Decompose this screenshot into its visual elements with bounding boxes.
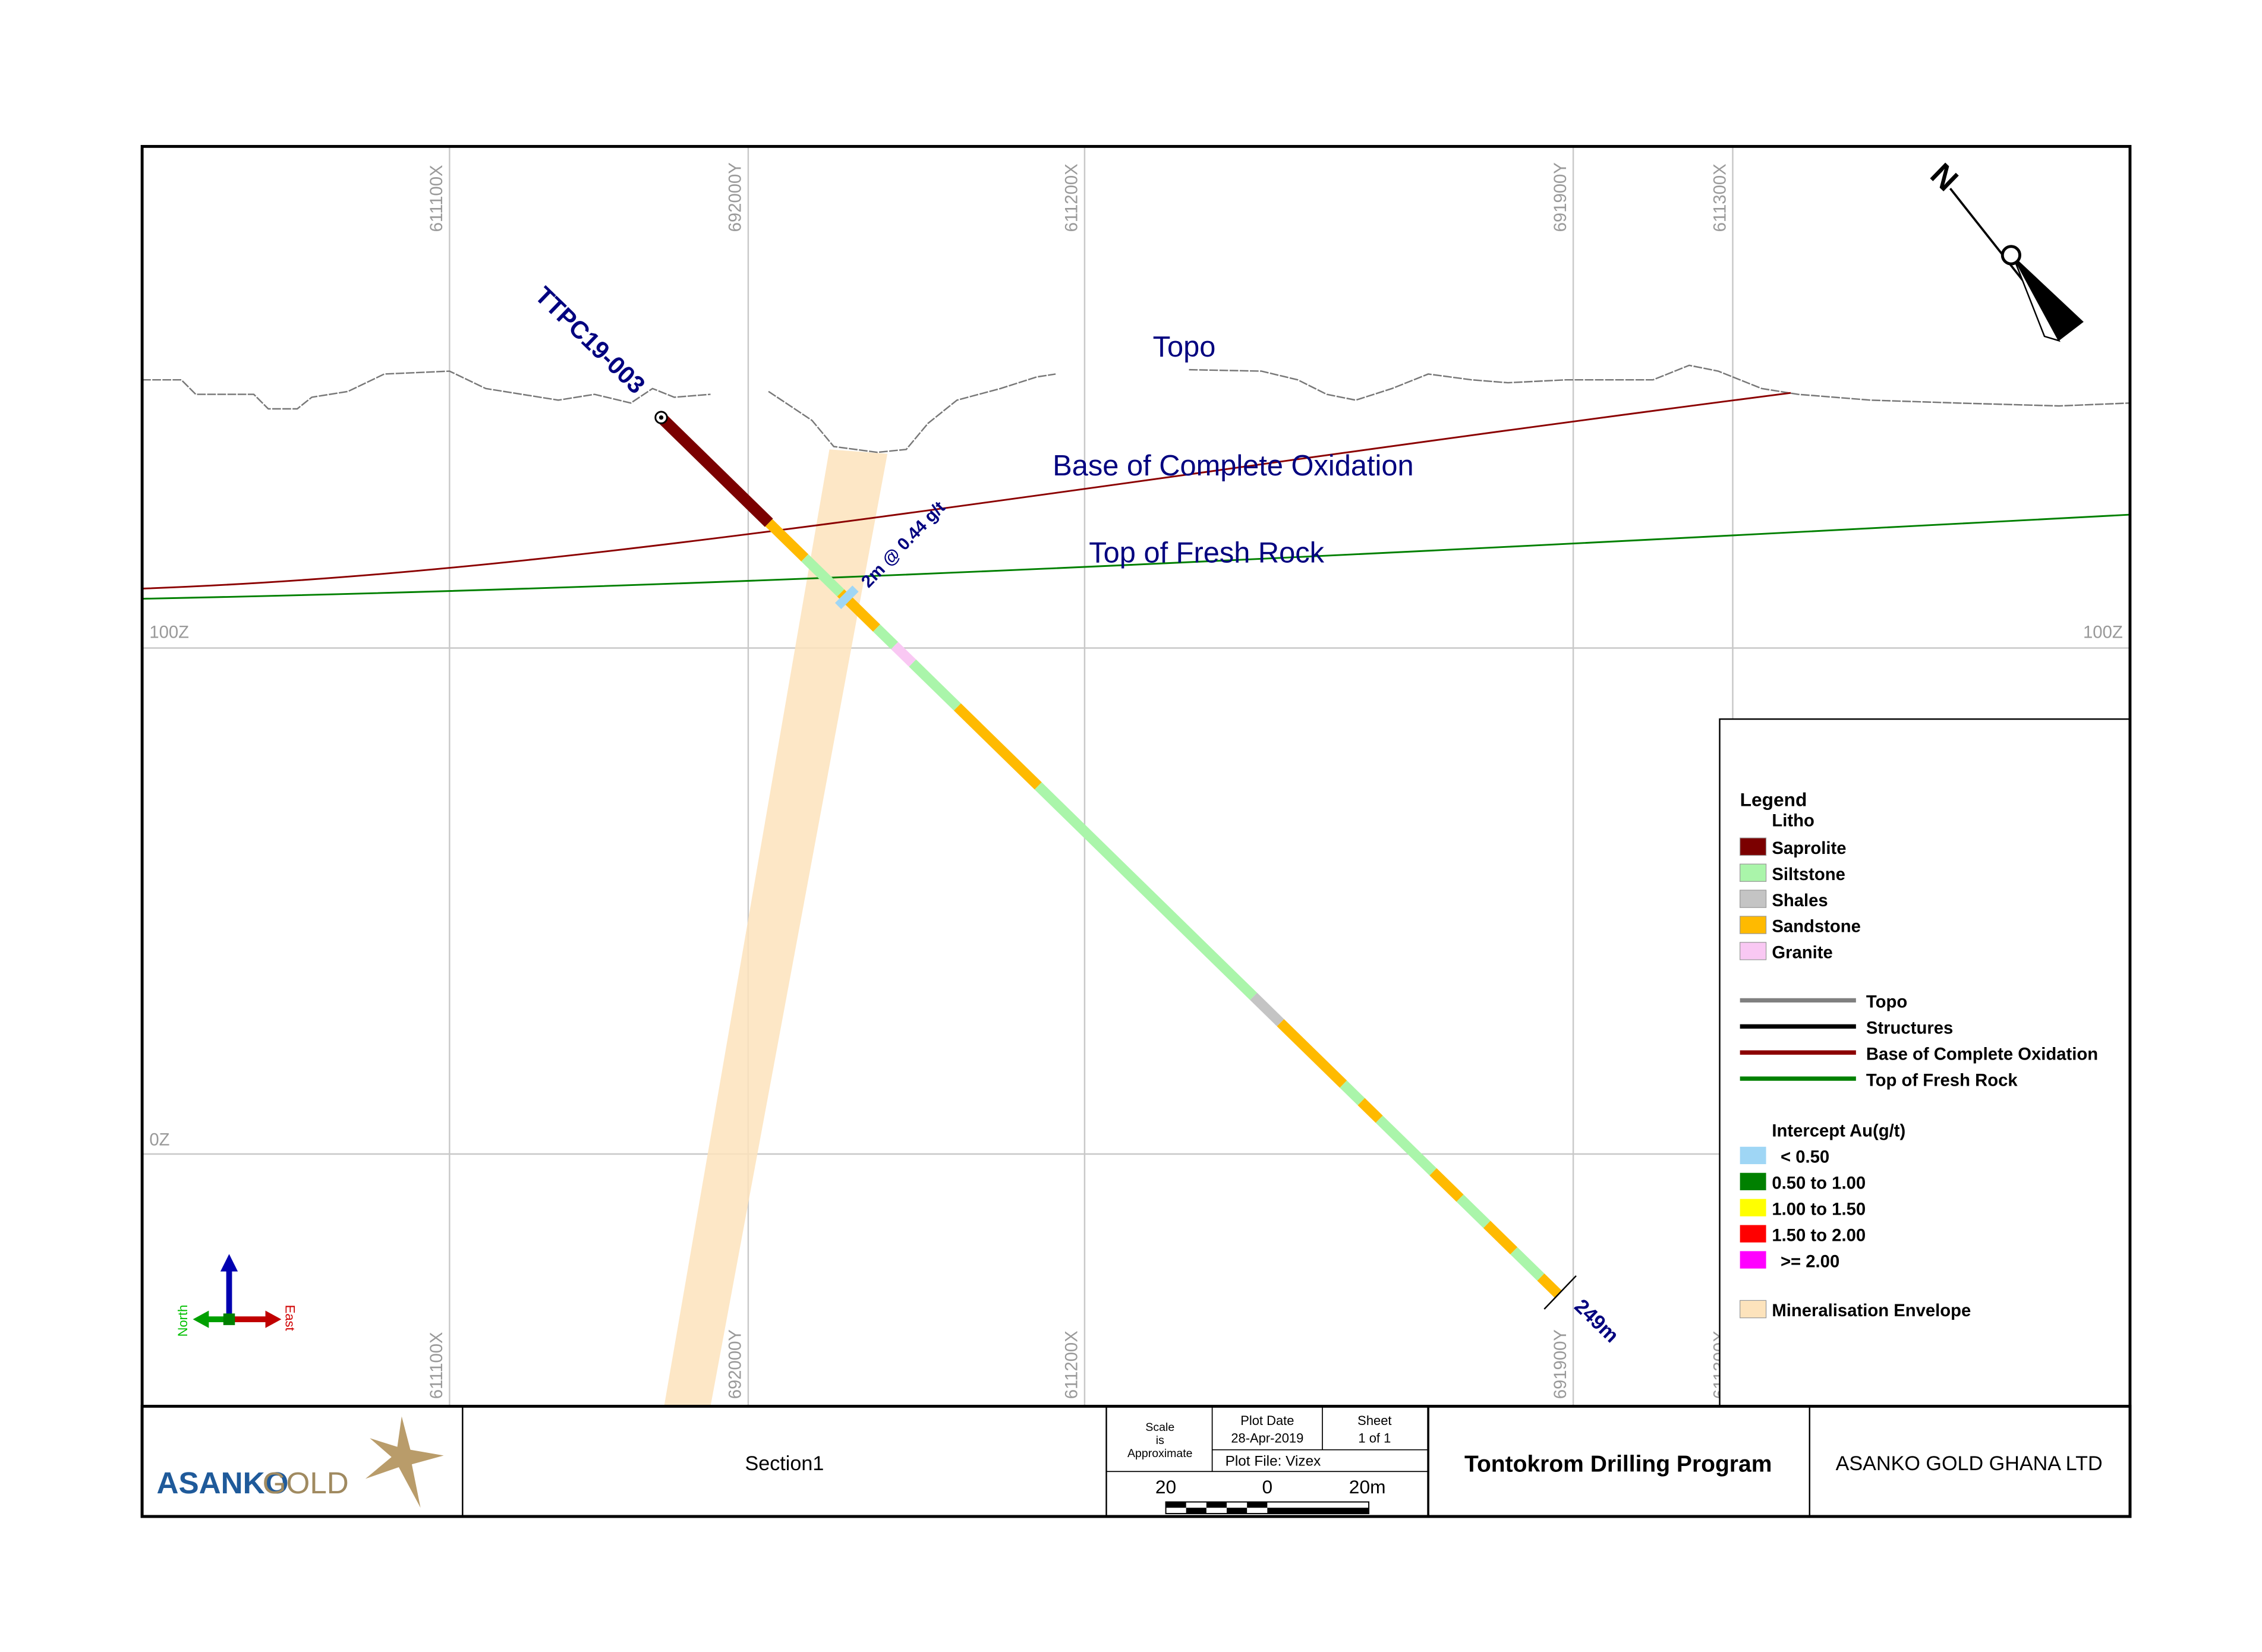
project-title: Tontokrom Drilling Program — [1464, 1451, 1772, 1477]
scale-note: Scale — [1145, 1421, 1174, 1434]
grid-label: 100Z — [149, 623, 189, 642]
legend-label: 0.50 to 1.00 — [1772, 1174, 1866, 1193]
drillhole — [657, 413, 1562, 1298]
legend-swatch — [1740, 837, 1767, 856]
legend-swatch — [1740, 1225, 1766, 1243]
legend-subtitle: Intercept Au(g/t) — [1772, 1122, 1905, 1141]
legend-label: Topo — [1866, 993, 1907, 1012]
grid-label: 611300X — [1710, 163, 1729, 232]
legend-label: Structures — [1866, 1019, 1953, 1038]
bco-label: Base of Complete Oxidation — [1053, 450, 1413, 482]
hole-segment — [1375, 1115, 1437, 1176]
title-block: ASANKO GOLD Section1 Scale is Approximat… — [140, 1405, 2132, 1518]
north-label: North — [175, 1305, 190, 1337]
base-complete-oxidation-line — [142, 392, 1791, 589]
hole-segment — [1277, 1019, 1347, 1088]
hole-segment — [1510, 1247, 1545, 1281]
legend-swatch — [1740, 1172, 1766, 1190]
hole-segment — [657, 413, 773, 527]
legend-label: >= 2.00 — [1781, 1252, 1839, 1271]
legend-label: 1.00 to 1.50 — [1772, 1200, 1866, 1219]
hole-segment — [1456, 1194, 1491, 1228]
logo-text: ASANKO — [157, 1466, 289, 1500]
grid-label: 611100X — [427, 165, 446, 232]
scale-label: 20 — [1155, 1476, 1176, 1497]
grid-label: 100Z — [2083, 623, 2123, 642]
legend: Legend Litho Intercept Au(g/t) Saprolite… — [1740, 789, 2098, 1320]
hole-segment — [891, 642, 916, 667]
hole-segment — [1340, 1080, 1365, 1106]
scale-label: 20m — [1349, 1476, 1386, 1497]
grid-label: 691900Y — [1551, 1329, 1570, 1399]
legend-label: Mineralisation Envelope — [1772, 1301, 1971, 1320]
legend-label: Saprolite — [1772, 839, 1846, 858]
company-name: ASANKO GOLD GHANA LTD — [1836, 1452, 2103, 1475]
legend-swatch — [1740, 863, 1767, 882]
scale-label: 0 — [1262, 1476, 1273, 1497]
topo-line — [142, 370, 711, 410]
legend-swatch — [1740, 942, 1767, 960]
hole-segment — [1034, 782, 1258, 1000]
topo-line — [768, 373, 1056, 453]
hole-segment — [1250, 992, 1284, 1027]
logo-text: GOLD — [263, 1466, 349, 1500]
hole-segment — [873, 624, 899, 650]
plot-date-label: Plot Date — [1240, 1413, 1294, 1428]
grid-label: 611100X — [427, 1332, 446, 1399]
legend-swatch — [1740, 1146, 1766, 1165]
hole-segment — [909, 659, 961, 711]
grid-label: 692000Y — [726, 162, 745, 232]
legend-label: Base of Complete Oxidation — [1866, 1045, 2098, 1064]
mineralisation-envelope — [664, 449, 888, 1407]
scale-bar — [1165, 1501, 1370, 1514]
hole-segment — [765, 519, 809, 562]
section-name: Section1 — [745, 1452, 824, 1475]
grid-label: 0Z — [149, 1130, 169, 1149]
axis-triad: North East — [175, 1254, 298, 1336]
hole-segment — [1429, 1168, 1464, 1202]
grid-label: 692000Y — [726, 1329, 745, 1399]
logo-star — [365, 1416, 444, 1508]
legend-swatch — [1740, 1199, 1766, 1216]
legend-label: Top of Fresh Rock — [1866, 1071, 2018, 1090]
legend-label: Siltstone — [1772, 865, 1845, 884]
legend-swatch — [1740, 1300, 1767, 1319]
grid-label: 691900Y — [1551, 162, 1570, 232]
legend-label: < 0.50 — [1781, 1148, 1829, 1167]
hole-segment — [1357, 1098, 1383, 1123]
grid-label: 611200X — [1063, 163, 1082, 232]
topo-label: Topo — [1153, 331, 1216, 363]
sheet: 1 of 1 — [1358, 1430, 1391, 1445]
top-fresh-rock-line — [142, 513, 2131, 600]
east-label: East — [283, 1305, 298, 1331]
plot-file: Plot File: Vizex — [1225, 1454, 1321, 1470]
collar — [659, 415, 664, 420]
intercept-mark — [835, 585, 859, 609]
legend-title: Legend — [1740, 789, 1807, 810]
legend-box — [1719, 718, 2131, 1407]
sheet-label: Sheet — [1357, 1413, 1391, 1428]
topo-line — [1189, 364, 2130, 407]
hole-segment — [953, 703, 1042, 790]
scale-note: is — [1156, 1434, 1164, 1447]
legend-label: 1.50 to 2.00 — [1772, 1226, 1866, 1245]
hole-segment — [801, 554, 845, 597]
legend-swatch — [1740, 890, 1767, 908]
legend-swatch — [1740, 1251, 1766, 1269]
plot-date: 28-Apr-2019 — [1231, 1430, 1303, 1445]
grid-label: 611200X — [1063, 1331, 1082, 1399]
legend-label: Granite — [1772, 944, 1832, 963]
scale-note: Approximate — [1127, 1447, 1192, 1460]
legend-swatch — [1740, 916, 1767, 934]
legend-label: Sandstone — [1772, 918, 1861, 937]
legend-subtitle: Litho — [1772, 812, 1814, 831]
legend-label: Shales — [1772, 891, 1828, 910]
tfr-label: Top of Fresh Rock — [1089, 537, 1324, 569]
hole-segment — [1537, 1273, 1562, 1298]
hole-segment — [1483, 1221, 1518, 1254]
end-tick — [1543, 1275, 1577, 1310]
